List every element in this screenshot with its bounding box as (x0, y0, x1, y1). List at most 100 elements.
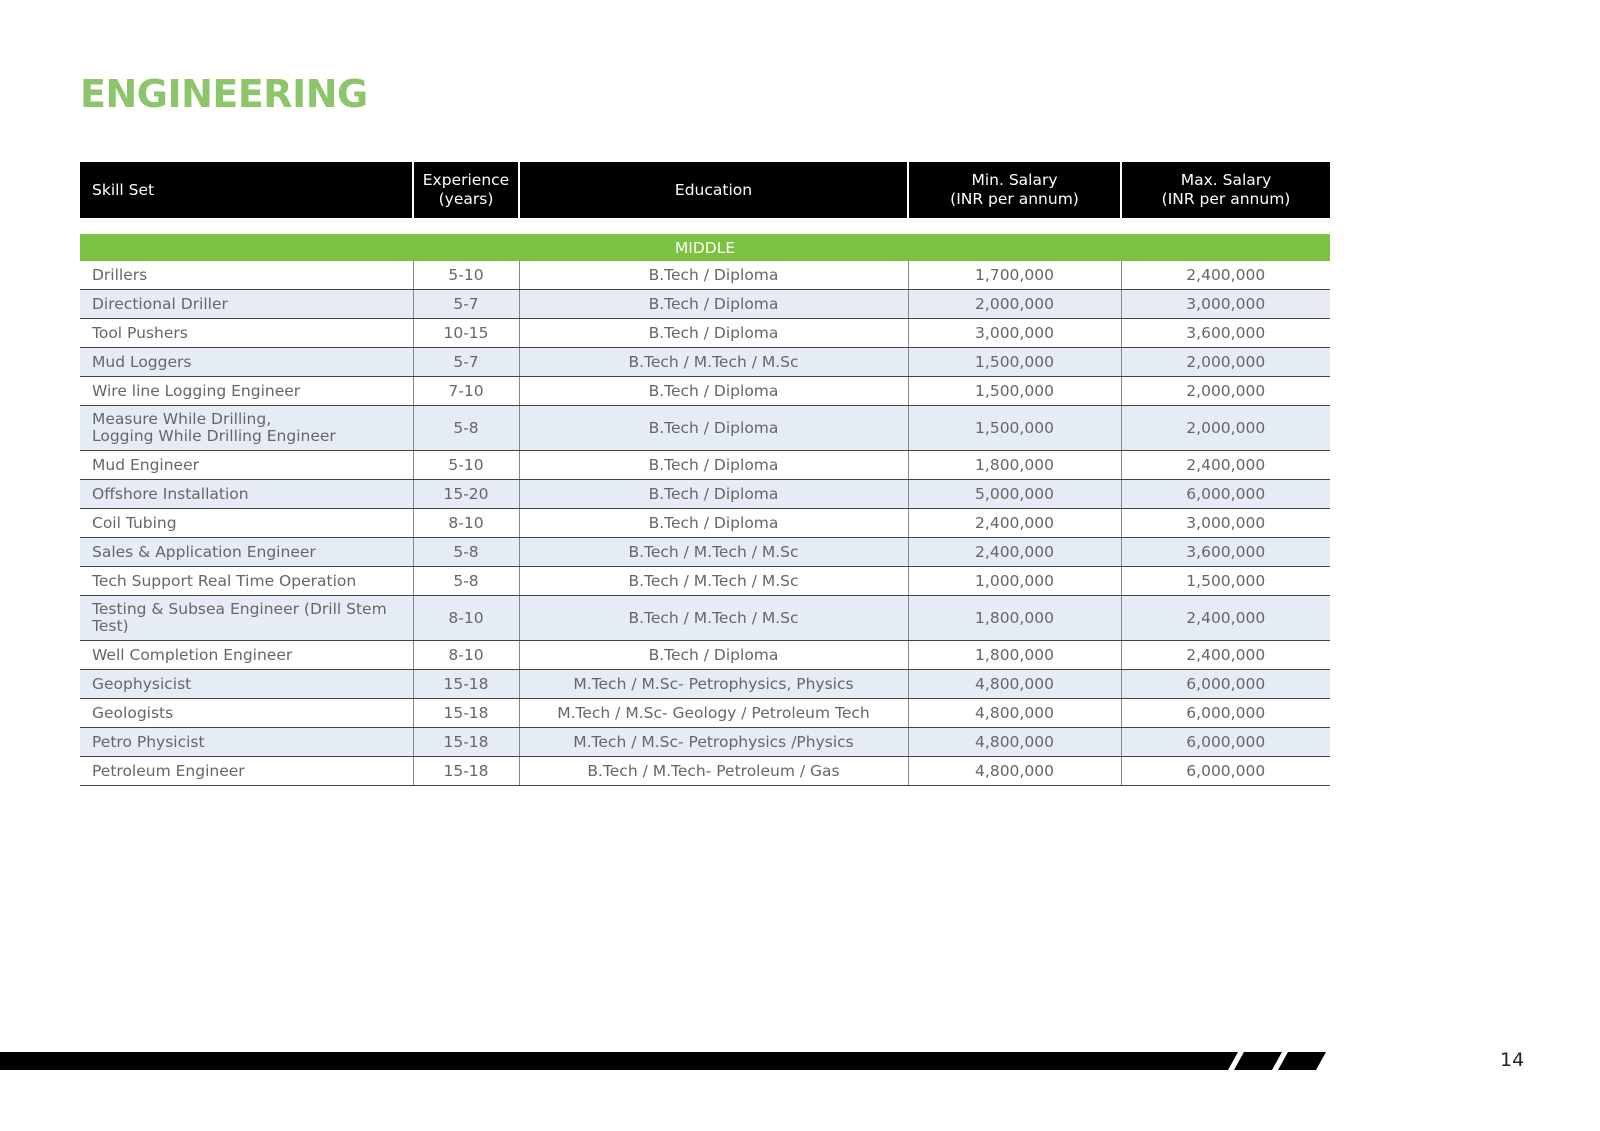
header-row: Skill Set Experience (years) Education Min.… (80, 162, 1330, 218)
table-cell: 15-18 (412, 698, 519, 728)
table-row: Mud Loggers 5-7 B.Tech / M.Tech / M.Sc 1,50… (80, 347, 1330, 377)
table-cell: 2,000,000 (1120, 347, 1330, 377)
table-cell: Mud Loggers (80, 347, 413, 377)
table-cell: B.Tech / M.Tech / M.Sc (518, 566, 908, 596)
table-cell: 1,800,000 (907, 450, 1121, 480)
table-cell: 2,000,000 (1120, 376, 1330, 406)
table-cell: Measure While Drilling, Logging While Dr… (80, 405, 413, 451)
table-cell: 5-8 (412, 566, 519, 596)
table-cell: B.Tech / M.Tech / M.Sc (518, 595, 908, 641)
table-cell: 1,500,000 (907, 405, 1121, 451)
table-cell: Drillers (80, 261, 413, 290)
table-cell: Well Completion Engineer (80, 640, 413, 670)
table-cell: Wire line Logging Engineer (80, 376, 413, 406)
table-cell: 1,500,000 (907, 376, 1121, 406)
table-cell: 15-18 (412, 727, 519, 757)
table-row: Mud Engineer 5-10 B.Tech / Diploma 1,800,00… (80, 450, 1330, 480)
table-body: MIDDLE Drillers 5-10 B.Tech / Diploma 1,700… (80, 218, 1330, 786)
table-cell: 1,800,000 (907, 595, 1121, 641)
table-cell: 3,000,000 (1120, 508, 1330, 538)
table-cell: 6,000,000 (1120, 698, 1330, 728)
table-row: Tool Pushers 10-15 B.Tech / Diploma 3,000,0… (80, 318, 1330, 348)
page-title: ENGINEERING (80, 72, 368, 116)
table-cell: B.Tech / Diploma (518, 318, 908, 348)
table-cell: 5-8 (412, 405, 519, 451)
table-cell: 4,800,000 (907, 698, 1121, 728)
table-cell: B.Tech / Diploma (518, 261, 908, 290)
table-cell: 2,400,000 (1120, 640, 1330, 670)
table-cell: 1,500,000 (1120, 566, 1330, 596)
salary-table: Skill Set Experience (years) Education Min.… (80, 162, 1330, 786)
table-cell: 3,600,000 (1120, 318, 1330, 348)
table-cell: B.Tech / M.Tech / M.Sc (518, 347, 908, 377)
table-row: Sales & Application Engineer 5-8 B.Tech / … (80, 537, 1330, 567)
table-cell: 4,800,000 (907, 756, 1121, 786)
column-header: Min. Salary (INR per annum) (907, 162, 1121, 218)
table-cell: Mud Engineer (80, 450, 413, 480)
table-cell: 15-20 (412, 479, 519, 509)
table-cell: 2,400,000 (907, 537, 1121, 567)
table-row: Geophysicist 15-18 M.Tech / M.Sc- Petrophy… (80, 669, 1330, 699)
column-header: Max. Salary (INR per annum) (1120, 162, 1330, 218)
table-cell: B.Tech / M.Tech / M.Sc (518, 537, 908, 567)
table-cell: Offshore Installation (80, 479, 413, 509)
footer-bar (0, 1052, 1326, 1070)
table-row: Measure While Drilling, Logging While Dr… (80, 405, 1330, 451)
table-cell: B.Tech / Diploma (518, 450, 908, 480)
table-cell: 7-10 (412, 376, 519, 406)
table-cell: B.Tech / M.Tech- Petroleum / Gas (518, 756, 908, 786)
table-cell: 8-10 (412, 508, 519, 538)
table-cell: M.Tech / M.Sc- Petrophysics, Physics (518, 669, 908, 699)
table-cell: B.Tech / Diploma (518, 508, 908, 538)
table-cell: M.Tech / M.Sc- Petrophysics /Physics (518, 727, 908, 757)
spacer (80, 218, 1330, 234)
stripe (1278, 1052, 1326, 1070)
table-cell: 4,800,000 (907, 669, 1121, 699)
table-cell: 15-18 (412, 669, 519, 699)
table-cell: Sales & Application Engineer (80, 537, 413, 567)
column-header: Skill Set (80, 162, 413, 218)
table-cell: 1,800,000 (907, 640, 1121, 670)
table-cell: 5-7 (412, 289, 519, 319)
table-cell: Petro Physicist (80, 727, 413, 757)
table-cell: B.Tech / Diploma (518, 376, 908, 406)
section-row: MIDDLE (80, 234, 1330, 261)
table-cell: 5-10 (412, 261, 519, 290)
table-cell: 3,000,000 (907, 318, 1121, 348)
table-cell: 10-15 (412, 318, 519, 348)
page-number: 14 (1500, 1049, 1525, 1071)
table-row: Testing & Subsea Engineer (Drill Stem Te… (80, 595, 1330, 641)
table-cell: 2,000,000 (907, 289, 1121, 319)
table-cell: Petroleum Engineer (80, 756, 413, 786)
table-row: Geologists 15-18 M.Tech / M.Sc- Geology / … (80, 698, 1330, 728)
table-cell: 6,000,000 (1120, 756, 1330, 786)
spacer-cell (80, 218, 1330, 234)
table-cell: 5-8 (412, 537, 519, 567)
table-cell: Geologists (80, 698, 413, 728)
table-cell: 1,500,000 (907, 347, 1121, 377)
column-header: Experience (years) (412, 162, 519, 218)
table-cell: 8-10 (412, 640, 519, 670)
table-row: Drillers 5-10 B.Tech / Diploma 1,700,000 2,4… (80, 261, 1330, 290)
table-cell: 1,000,000 (907, 566, 1121, 596)
table-cell: 2,400,000 (1120, 595, 1330, 641)
table-cell: 2,400,000 (1120, 450, 1330, 480)
section-label: MIDDLE (80, 234, 1330, 261)
table-cell: Tech Support Real Time Operation (80, 566, 413, 596)
table-cell: 3,600,000 (1120, 537, 1330, 567)
table-cell: 2,000,000 (1120, 405, 1330, 451)
table-row: Offshore Installation 15-20 B.Tech / Diplo… (80, 479, 1330, 509)
table-cell: 5,000,000 (907, 479, 1121, 509)
table-cell: B.Tech / Diploma (518, 289, 908, 319)
bar (0, 1052, 1238, 1070)
table-cell: 15-18 (412, 756, 519, 786)
table-cell: Coil Tubing (80, 508, 413, 538)
table-cell: 5-7 (412, 347, 519, 377)
table-row: Well Completion Engineer 8-10 B.Tech / Dip… (80, 640, 1330, 670)
table-row: Petroleum Engineer 15-18 B.Tech / M.Tech- … (80, 756, 1330, 786)
stripe (1234, 1052, 1282, 1070)
table-cell: B.Tech / Diploma (518, 479, 908, 509)
table-row: Coil Tubing 8-10 B.Tech / Diploma 2,400,000… (80, 508, 1330, 538)
table-cell: 2,400,000 (907, 508, 1121, 538)
